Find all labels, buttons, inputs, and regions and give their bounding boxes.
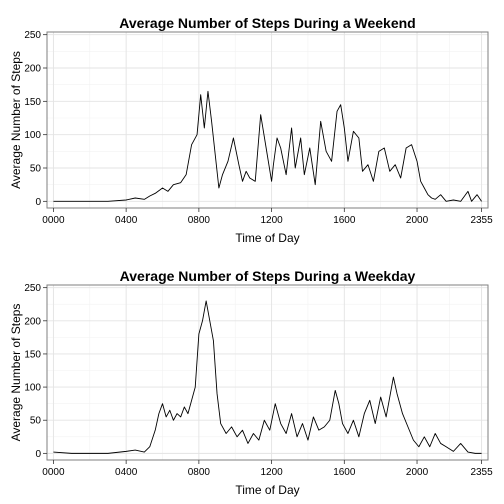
- chart-title: Average Number of Steps During a Weekend: [119, 15, 415, 31]
- x-tick-label: 1200: [260, 467, 283, 478]
- chart-title: Average Number of Steps During a Weekday: [120, 268, 416, 284]
- x-tick-label: 1600: [333, 467, 356, 478]
- y-tick-label: 50: [30, 164, 42, 175]
- x-tick-label: 0800: [188, 215, 211, 226]
- plot-border: [46, 31, 489, 209]
- x-tick-label: 0400: [115, 215, 138, 226]
- x-tick-label: 2000: [406, 215, 429, 226]
- y-tick-label: 150: [24, 349, 41, 360]
- y-axis-title: Average Number of Steps: [9, 304, 23, 442]
- y-tick-label: 200: [24, 316, 41, 327]
- weekend-chart: 0000 0400 0800 1200 1600 2000 2355 0 50 100 150 200…: [9, 15, 493, 245]
- y-tick-label: 0: [35, 197, 41, 208]
- y-tick-label: 200: [24, 64, 41, 75]
- x-tick-label: 0400: [115, 467, 138, 478]
- series-line: [53, 90, 482, 202]
- x-tick-label: 1200: [260, 215, 283, 226]
- x-tick-label: 0000: [42, 467, 65, 478]
- y-tick-label: 100: [24, 383, 41, 394]
- x-tick-label: 2355: [470, 467, 493, 478]
- x-tick-label: 2355: [470, 215, 493, 226]
- y-tick-label: 0: [35, 449, 41, 460]
- weekday-chart: 0000 0400 0800 1200 1600 2000 2355 0 50 100 150 200…: [9, 268, 493, 497]
- plot-panel: [47, 32, 488, 208]
- plot-border: [46, 284, 489, 461]
- x-tick-label: 0800: [188, 467, 211, 478]
- x-tick-label: 1600: [333, 215, 356, 226]
- x-tick-label: 0000: [42, 215, 65, 226]
- y-tick-label: 50: [30, 416, 42, 427]
- plot-panel: [47, 285, 488, 460]
- x-tick-label: 2000: [406, 467, 429, 478]
- x-axis-title: Time of Day: [235, 483, 299, 497]
- y-tick-label: 250: [24, 283, 41, 294]
- y-tick-label: 100: [24, 130, 41, 141]
- y-tick-label: 250: [24, 30, 41, 41]
- y-tick-label: 150: [24, 97, 41, 108]
- x-axis-title: Time of Day: [235, 231, 299, 245]
- series-line: [53, 300, 482, 454]
- y-axis-title: Average Number of Steps: [9, 51, 23, 189]
